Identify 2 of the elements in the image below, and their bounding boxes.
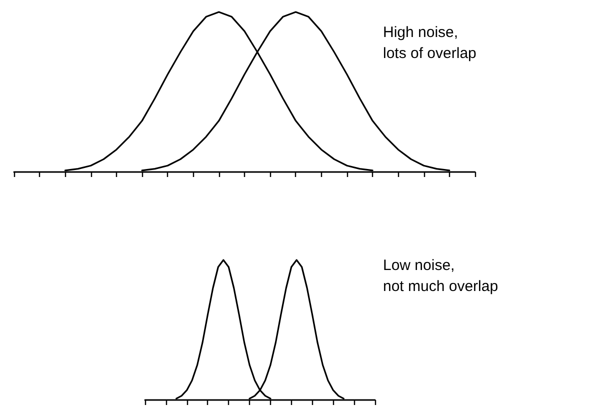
annotation: High noise, lots of overlap (383, 24, 476, 62)
text: Low noise, not much overlap (383, 257, 498, 295)
